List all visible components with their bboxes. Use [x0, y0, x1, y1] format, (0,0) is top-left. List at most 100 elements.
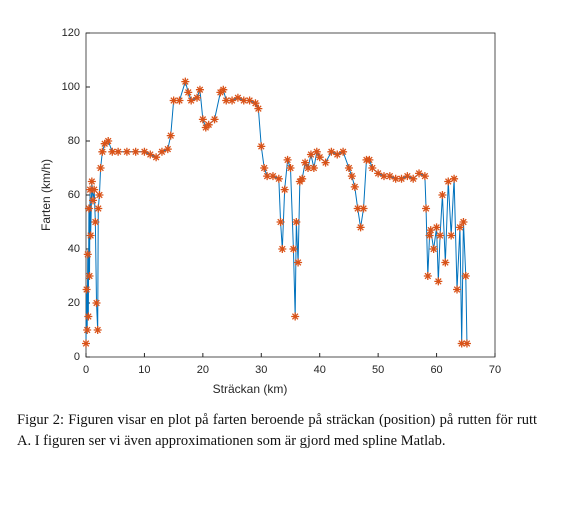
data-marker	[222, 96, 231, 105]
data-marker	[195, 85, 204, 94]
data-marker	[461, 272, 470, 280]
data-marker	[353, 204, 362, 213]
data-marker	[82, 339, 90, 348]
data-marker	[359, 204, 368, 213]
data-marker	[321, 158, 330, 167]
data-marker	[462, 339, 471, 348]
data-marker	[233, 93, 242, 102]
data-marker	[457, 339, 466, 348]
data-marker	[301, 158, 310, 167]
x-tick-label: 0	[83, 364, 89, 376]
data-marker	[283, 155, 292, 164]
data-marker	[391, 174, 400, 183]
data-marker	[306, 150, 315, 159]
data-marker	[83, 326, 92, 334]
data-marker	[93, 326, 102, 334]
data-marker	[432, 223, 441, 232]
data-marker	[100, 139, 109, 148]
data-marker	[193, 93, 202, 102]
data-marker	[286, 164, 295, 172]
data-marker	[350, 182, 359, 191]
data-marker	[84, 204, 93, 213]
data-marker	[455, 223, 464, 232]
data-marker	[85, 272, 94, 280]
data-marker	[86, 231, 95, 240]
x-axis-label: Sträckan (km)	[213, 382, 288, 396]
data-marker	[82, 285, 91, 294]
data-marker	[228, 96, 237, 105]
data-marker	[422, 204, 431, 213]
data-marker	[254, 104, 263, 113]
data-marker	[92, 299, 101, 307]
data-marker	[91, 218, 100, 226]
data-marker	[263, 172, 272, 181]
chart: Sträckan (km) Farten (km/h) 0 10 20 30 40 50 6…	[39, 27, 501, 396]
data-marker	[204, 120, 213, 129]
x-tick-label: 70	[489, 364, 501, 376]
data-marker	[397, 174, 406, 183]
data-marker	[245, 96, 254, 105]
data-marker	[347, 172, 356, 181]
data-marker	[444, 177, 453, 186]
data-marker	[108, 147, 117, 156]
data-marker	[83, 250, 92, 259]
x-tick-label: 60	[430, 364, 442, 376]
data-marker	[198, 115, 207, 124]
data-marker	[312, 147, 321, 156]
data-marker	[257, 142, 266, 151]
data-marker	[426, 226, 435, 235]
data-marker	[140, 147, 149, 156]
data-marker	[438, 191, 447, 199]
data-marker	[89, 196, 98, 205]
data-marker	[450, 174, 459, 183]
data-marker	[98, 147, 107, 156]
data-marker	[274, 174, 283, 183]
x-tick-label: 50	[372, 364, 384, 376]
data-marker	[292, 218, 301, 226]
data-marker	[94, 204, 103, 213]
data-marker	[423, 272, 432, 280]
data-marker	[294, 258, 303, 267]
data-marker	[268, 172, 277, 181]
data-marker	[166, 131, 175, 140]
data-marker	[122, 147, 131, 156]
data-marker	[210, 115, 219, 124]
data-marker	[344, 164, 353, 172]
y-tick-label: 100	[62, 81, 80, 93]
data-marker	[365, 155, 374, 164]
data-marker	[447, 231, 456, 240]
data-marker	[289, 245, 298, 253]
data-marker	[131, 147, 140, 156]
data-marker	[425, 231, 434, 240]
data-marker	[152, 153, 161, 162]
data-marker	[278, 245, 287, 253]
data-marker	[436, 231, 445, 240]
data-marker	[403, 172, 412, 181]
data-marker	[385, 172, 394, 181]
y-tick-label: 0	[74, 351, 80, 363]
data-marker	[356, 223, 365, 232]
data-marker	[157, 147, 166, 156]
x-tick-label: 10	[138, 364, 150, 376]
data-marker	[291, 312, 300, 321]
data-marker	[251, 99, 260, 108]
data-marker	[84, 312, 93, 321]
data-marker	[339, 147, 348, 156]
y-tick-label: 120	[62, 27, 80, 39]
data-marker	[181, 77, 190, 86]
data-marker	[175, 96, 184, 105]
data-marker	[187, 96, 196, 105]
data-marker	[441, 258, 450, 267]
data-marker	[239, 96, 248, 105]
data-marker	[114, 147, 123, 156]
data-marker	[163, 145, 172, 154]
data-marker	[420, 172, 429, 181]
data-marker	[87, 177, 96, 186]
data-marker	[280, 185, 289, 194]
data-marker	[219, 85, 228, 94]
data-marker	[298, 174, 307, 183]
data-marker	[429, 245, 438, 253]
data-marker	[415, 169, 424, 178]
data-marker	[374, 169, 383, 178]
